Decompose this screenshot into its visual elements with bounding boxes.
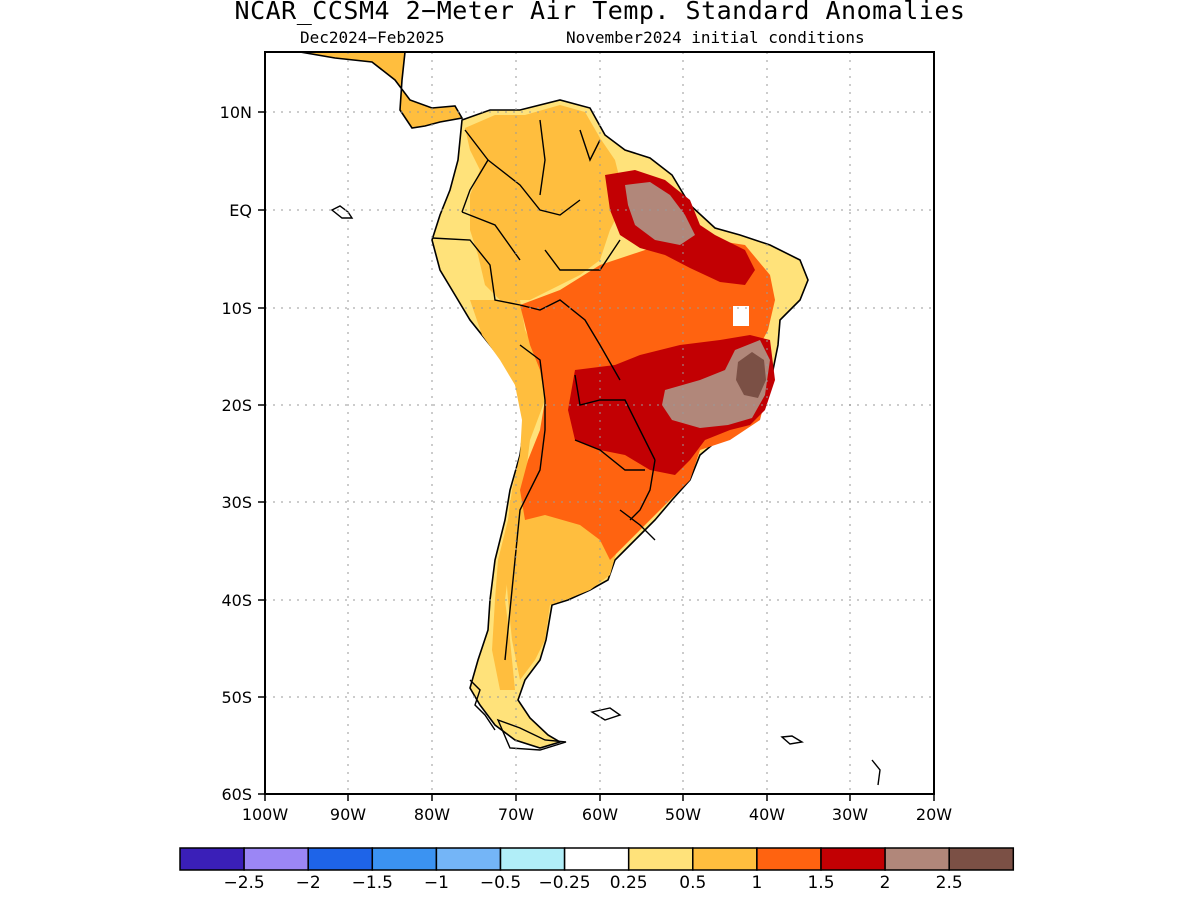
initial-conditions-label: November2024 initial conditions [566, 28, 865, 47]
anomaly-area-0.5-north [465, 105, 625, 300]
colorbar-label: 1.5 [807, 873, 834, 893]
anomaly-area-2.5 [736, 352, 766, 398]
colorbar-swatch [435, 847, 502, 871]
colorbar-label: 2.5 [936, 873, 963, 893]
anomaly-area-2.0-north [625, 182, 695, 245]
colorbar-swatch [756, 847, 822, 871]
colorbar-label: −2.5 [223, 873, 264, 893]
colorbar-label: −0.5 [480, 873, 521, 893]
central-america-land [299, 52, 464, 129]
lon-label: 70W [498, 805, 534, 824]
lon-label: 80W [414, 805, 450, 824]
islands [330, 205, 881, 786]
colorbar-swatch [948, 847, 1015, 871]
lon-label: 30W [832, 805, 868, 824]
colorbar-swatch [692, 847, 758, 871]
colorbar-swatch [820, 847, 886, 871]
colorbar-swatch [179, 847, 245, 871]
lat-label: EQ [229, 201, 252, 220]
galapagos-islands [330, 205, 354, 219]
lon-label: 100W [242, 805, 289, 824]
missing-data-cell [733, 306, 749, 326]
colorbar-label: −1 [424, 873, 449, 893]
colorbar-swatch [499, 847, 566, 871]
colorbar-swatches [179, 847, 1015, 871]
map-title: NCAR_CCSM4 2−Meter Air Temp. Standard An… [234, 0, 966, 25]
lat-label: 50S [221, 688, 252, 707]
colorbar-label: 1 [751, 873, 762, 893]
colorbar-label: 2 [880, 873, 891, 893]
lon-label: 50W [665, 805, 701, 824]
lat-label: 60S [221, 785, 252, 804]
anomaly-contours [465, 105, 775, 690]
colorbar-swatch [627, 847, 694, 871]
lat-label: 30S [221, 493, 252, 512]
colorbar-swatch [884, 847, 950, 871]
colorbar-swatch [563, 847, 630, 871]
anomaly-area-0.5-west [470, 300, 545, 690]
south-georgia-island [780, 735, 804, 745]
colorbar-label: −1.5 [352, 873, 393, 893]
colorbar-swatch [243, 847, 309, 871]
map-content [265, 52, 934, 794]
colorbar-swatch [307, 847, 374, 871]
colorbar-label: 0.5 [679, 873, 706, 893]
longitude-axis: 100W 90W 80W 70W 60W 50W 40W 30W 20W [242, 794, 952, 824]
south-sandwich-islands [871, 759, 881, 786]
chile-archipelago [469, 679, 496, 731]
lon-label: 20W [916, 805, 952, 824]
lat-label: 10S [221, 299, 252, 318]
colorbar-label: −2 [296, 873, 321, 893]
lon-label: 60W [582, 805, 618, 824]
lat-label: 20S [221, 396, 252, 415]
lon-label: 90W [330, 805, 366, 824]
colorbar-labels: −2.5 −2 −1.5 −1 −0.5 −0.25 0.25 0.5 1 1.5 2 2.5 [223, 873, 962, 893]
colorbar-label: 0.25 [610, 873, 648, 893]
falkland-islands [590, 707, 622, 721]
colorbar-swatch [371, 847, 438, 871]
season-label: Dec2024−Feb2025 [300, 28, 445, 47]
lat-label: 40S [221, 591, 252, 610]
colorbar-label: −0.25 [539, 873, 591, 893]
colorbar: −2.5 −2 −1.5 −1 −0.5 −0.25 0.25 0.5 1 1.5 2 2.5 [179, 847, 1015, 893]
latitude-axis: 10N EQ 10S 20S 30S 40S 50S 60S [220, 103, 265, 804]
lat-label: 10N [220, 103, 252, 122]
tierra-del-fuego [496, 718, 567, 751]
lon-label: 40W [749, 805, 785, 824]
country-borders [431, 119, 656, 661]
anomaly-area-0.5-south [505, 500, 620, 680]
